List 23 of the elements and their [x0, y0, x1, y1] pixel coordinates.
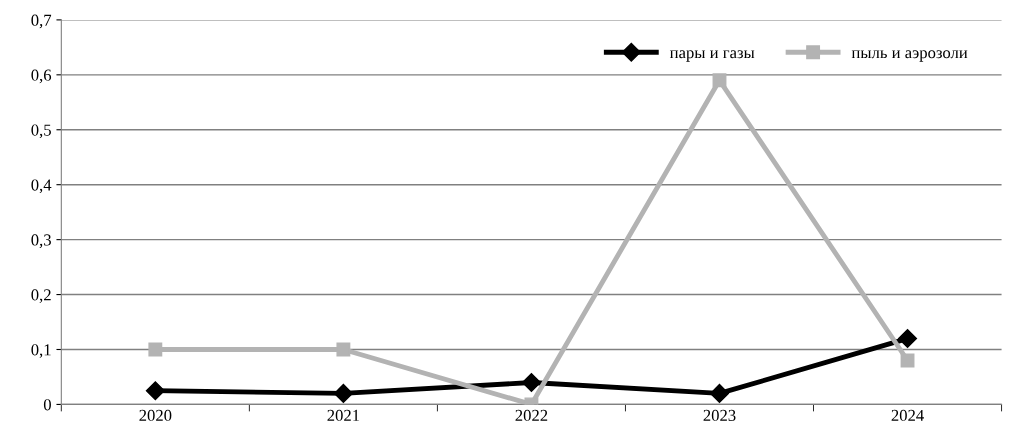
point	[148, 342, 163, 357]
x-tick-label: 2024	[891, 409, 924, 422]
x-tick-label: 2020	[139, 409, 172, 422]
y-tick-label: 0,7	[31, 14, 52, 29]
legend-label: пыль и аэрозоли	[851, 50, 968, 62]
y-tick-label: 0,3	[31, 234, 51, 248]
point	[898, 328, 918, 349]
y-tick-label: 0,5	[31, 124, 51, 139]
point	[145, 381, 165, 401]
x-tick-label: 2023	[703, 409, 736, 422]
x-tick-label: 2022	[515, 409, 548, 422]
point	[333, 383, 353, 403]
y-tick-label: 0,4	[31, 179, 52, 194]
point	[521, 372, 541, 392]
y-tick-label: 0,2	[31, 289, 51, 303]
y-tick-label: 0,1	[31, 344, 51, 358]
point	[712, 73, 727, 88]
point	[709, 383, 730, 403]
y-tick-label: 0,6	[31, 69, 52, 84]
point	[336, 342, 351, 357]
x-tick-label: 2021	[327, 409, 360, 422]
y-tick-label: 0	[43, 399, 51, 411]
legend-label: пары и газы	[669, 50, 755, 62]
